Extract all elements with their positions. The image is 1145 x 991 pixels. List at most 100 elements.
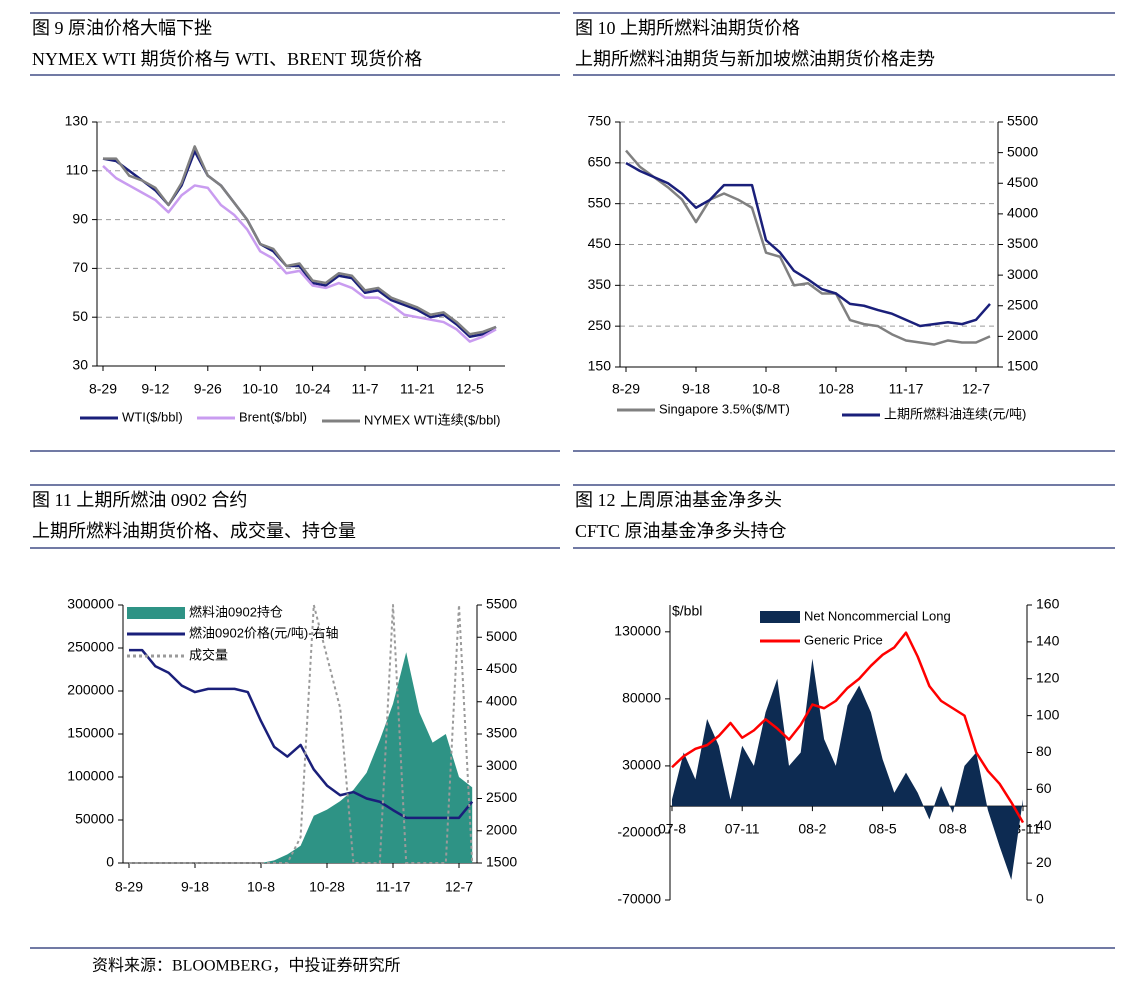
y2-tick-label: 4000 [486,692,517,708]
legend-label: Generic Price [804,632,883,647]
y2-tick-label: 0 [1036,891,1044,907]
figure-title: 图 11 上期所燃油 0902 合约 [32,490,247,510]
x-tick-label: 9-18 [682,381,710,397]
line [129,648,474,820]
y2-tick-label: 4500 [486,660,517,676]
x-tick-label: 11-17 [889,381,924,397]
line [102,150,497,338]
y-tick-label: 0 [106,854,114,870]
x-tick-label: 10-24 [295,381,331,397]
y2-tick-label: 2500 [1007,296,1038,312]
x-tick-label: 08-5 [869,821,897,837]
x-tick-label: 10-8 [752,381,780,397]
y-tick-label: 110 [66,162,89,178]
x-tick-label: 8-29 [612,381,640,397]
y2-tick-label: 5500 [1007,113,1038,129]
y-tick-label: 200000 [67,682,114,698]
figure-title: 图 12 上周原油基金净多头 [575,490,782,510]
legend-label: Singapore 3.5%($/MT) [659,401,790,416]
x-tick-label: 08-2 [798,821,826,837]
y-tick-label: 150000 [67,725,114,741]
y-tick-label: -20000 [617,824,661,840]
y-tick-label: 150 [588,358,612,374]
x-tick-label: 08-8 [939,821,967,837]
figure-title: 图 9 原油价格大幅下挫 [32,18,212,38]
line [102,165,497,343]
legend-label: Brent($/bbl) [239,409,307,424]
line [625,161,991,328]
y-tick-label: -70000 [617,891,661,907]
legend-swatch [127,607,185,619]
y-tick-label: 750 [588,113,612,129]
figure-subtitle: 上期所燃料油期货与新加坡燃油期货价格走势 [575,49,935,69]
x-tick-label: 12-7 [962,381,990,397]
y2-tick-label: 120 [1036,669,1060,685]
y-tick-label: 30 [72,357,88,373]
figure-title: 图 10 上期所燃料油期货价格 [575,18,800,38]
legend-label: 成交量 [189,647,228,662]
y2-tick-label: 4500 [1007,174,1038,190]
y-tick-label: 300000 [67,596,114,612]
y-tick-label: 50 [72,308,88,324]
x-tick-label: 8-29 [89,381,117,397]
y2-tick-label: 2000 [1007,327,1038,343]
y2-tick-label: 5000 [486,628,517,644]
x-tick-label: 07-8 [658,821,686,837]
y-tick-label: 100000 [67,768,114,784]
x-tick-label: 10-10 [242,381,278,397]
x-tick-label: 11-21 [400,381,435,397]
x-tick-label: 9-12 [141,381,169,397]
y2-tick-label: 100 [1036,706,1060,722]
y-tick-label: 50000 [75,811,114,827]
y2-tick-label: 3500 [1007,235,1038,251]
line [129,604,474,864]
legend-swatch [760,611,800,623]
y-tick-label: 90 [72,210,88,226]
area [672,658,1023,880]
legend-label: WTI($/bbl) [122,409,183,424]
y-tick-label: 350 [588,276,612,292]
y-tick-label: 130000 [614,623,661,639]
legend-label: 燃料油0902持仓 [189,604,283,619]
figure-subtitle: NYMEX WTI 期货价格与 WTI、BRENT 现货价格 [32,49,422,69]
x-tick-label: 9-26 [194,381,222,397]
y2-tick-label: 4000 [1007,205,1038,221]
x-tick-label: 12-5 [456,381,484,397]
y-axis-label: $/bbl [672,603,702,619]
y-tick-label: 650 [588,154,612,170]
y2-tick-label: 5500 [486,596,517,612]
line [671,631,1025,824]
figure-subtitle: 上期所燃料油期货价格、成交量、持仓量 [32,521,356,541]
y-tick-label: 250 [588,317,612,333]
y-tick-label: 70 [72,259,88,275]
y2-tick-label: 20 [1036,854,1052,870]
line [625,149,991,346]
area [129,652,473,863]
y2-tick-label: 140 [1036,633,1060,649]
x-tick-label: 12-7 [445,879,473,895]
x-tick-label: 10-28 [309,879,345,895]
x-tick-label: 8-29 [115,879,143,895]
x-tick-label: 10-28 [818,381,854,397]
legend-label: 燃油0902价格(元/吨)-右轴 [189,625,339,640]
y-tick-label: 30000 [622,757,661,773]
x-tick-label: 07-11 [725,821,760,837]
y-tick-label: 550 [588,194,612,210]
y2-tick-label: 40 [1036,817,1052,833]
legend-label: NYMEX WTI连续($/bbl) [364,412,501,427]
y-tick-label: 80000 [622,690,661,706]
x-tick-label: 10-8 [247,879,275,895]
line [103,145,497,336]
y2-tick-label: 2000 [486,821,517,837]
x-tick-label: 9-18 [181,879,209,895]
legend-label: Net Noncommercial Long [804,608,951,623]
y2-tick-label: 160 [1036,596,1060,612]
figure-subtitle: CFTC 原油基金净多头持仓 [575,521,787,541]
y-tick-label: 250000 [67,639,114,655]
y2-tick-label: 3000 [1007,266,1038,282]
y-tick-label: 130 [65,113,89,129]
y2-tick-label: 2500 [486,789,517,805]
y2-tick-label: 80 [1036,743,1052,759]
legend-label: 上期所燃料油连续(元/吨) [884,406,1026,421]
